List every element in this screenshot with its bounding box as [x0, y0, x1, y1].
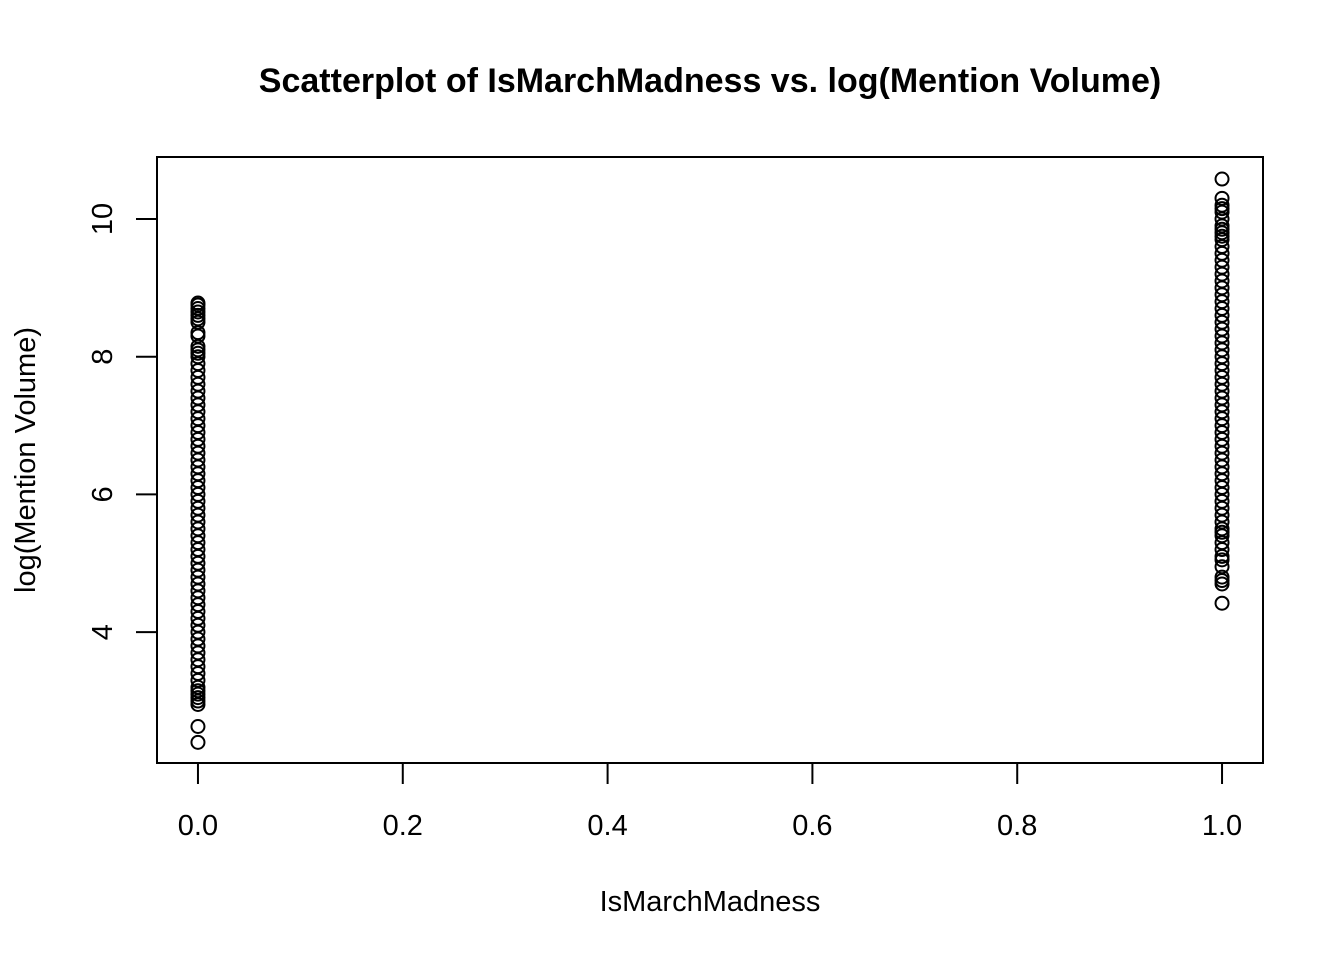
y-axis: 4 6 8 10: [87, 203, 158, 640]
y-tick-label: 8: [87, 349, 119, 365]
data-point: [1214, 569, 1230, 585]
x-tick-label: 1.0: [1202, 810, 1242, 842]
plot-frame: [156, 156, 1264, 764]
x-tick-label: 0.4: [587, 810, 627, 842]
data-point: [1214, 190, 1230, 206]
data-point: [190, 719, 206, 735]
x-tick-label: 0.8: [997, 810, 1037, 842]
x-axis: 0.0 0.2 0.4 0.6 0.8 1.0: [178, 762, 1242, 842]
data-point: [1214, 559, 1230, 575]
y-tick-label: 4: [87, 624, 119, 640]
data-points: [190, 171, 1230, 750]
y-tick-label: 10: [87, 203, 119, 235]
data-point: [190, 295, 206, 311]
y-axis-label: log(Mention Volume): [10, 327, 42, 593]
y-tick-label: 6: [87, 486, 119, 502]
x-tick-label: 0.6: [792, 810, 832, 842]
x-tick-label: 0.2: [383, 810, 423, 842]
data-point: [1214, 171, 1230, 187]
x-tick-label: 0.0: [178, 810, 218, 842]
data-point: [1214, 197, 1230, 213]
chart-title: Scatterplot of IsMarchMadness vs. log(Me…: [259, 62, 1161, 100]
data-point: [190, 734, 206, 750]
x-axis-label: IsMarchMadness: [600, 886, 821, 918]
data-point: [1214, 595, 1230, 611]
